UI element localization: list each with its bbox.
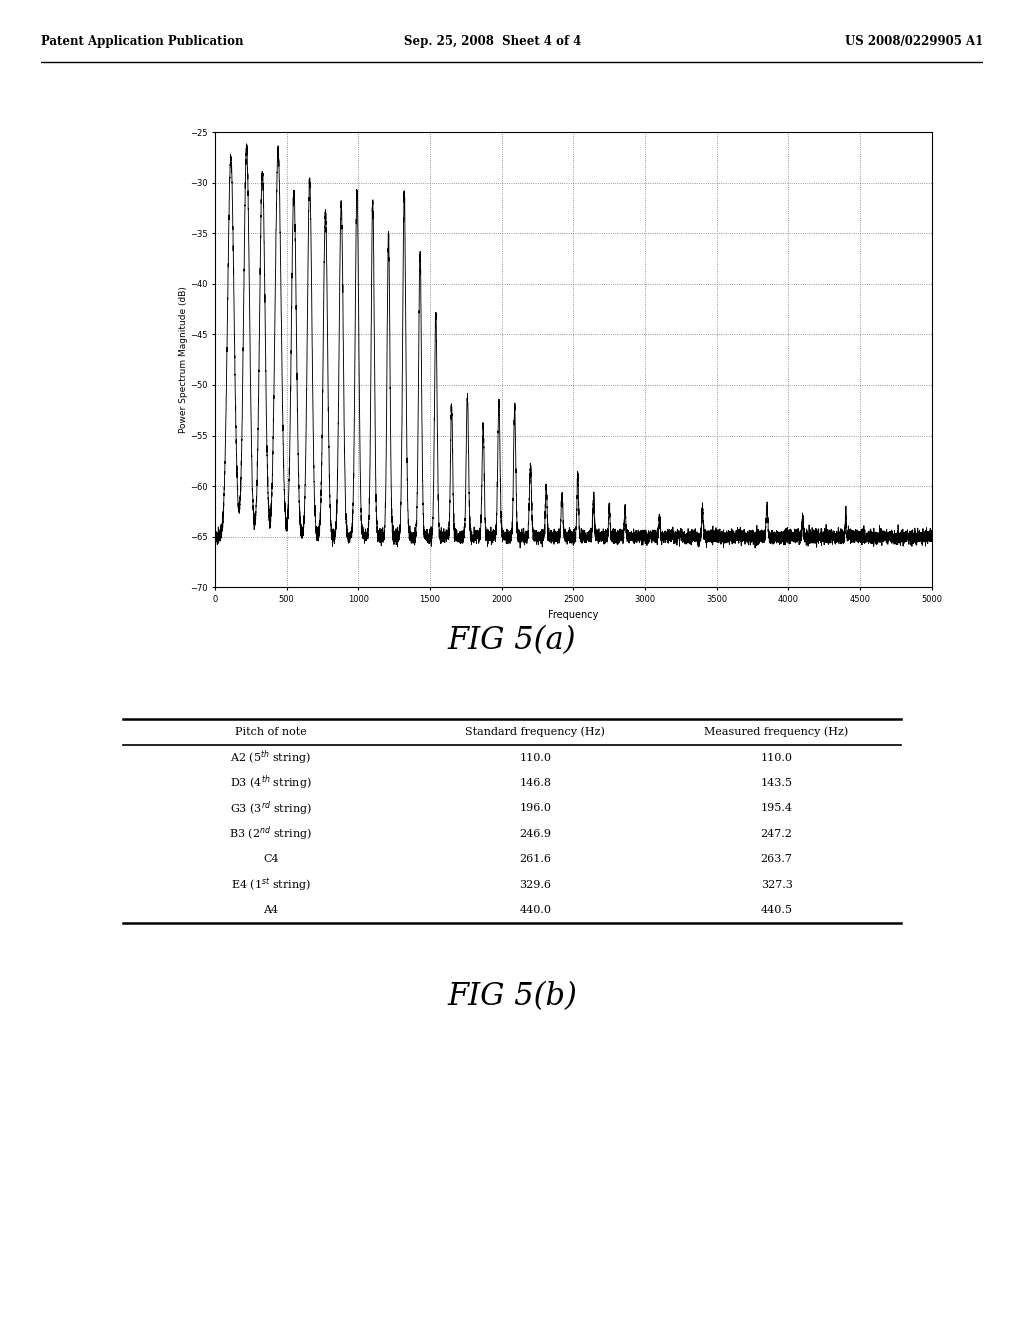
Text: 195.4: 195.4 [761,804,793,813]
Text: FIG 5(a): FIG 5(a) [447,626,577,656]
Text: 263.7: 263.7 [761,854,793,865]
Text: 261.6: 261.6 [519,854,551,865]
Text: 143.5: 143.5 [761,777,793,788]
Text: 247.2: 247.2 [761,829,793,840]
Text: C4: C4 [263,854,279,865]
Text: D3 (4$^{th}$ string): D3 (4$^{th}$ string) [229,774,311,792]
Text: E4 (1$^{st}$ string): E4 (1$^{st}$ string) [230,876,311,894]
Text: 110.0: 110.0 [519,752,551,763]
Text: G3 (3$^{rd}$ string): G3 (3$^{rd}$ string) [229,799,311,818]
Text: Standard frequency (Hz): Standard frequency (Hz) [466,727,605,738]
Text: 246.9: 246.9 [519,829,551,840]
Text: 440.0: 440.0 [519,906,551,915]
Text: US 2008/0229905 A1: US 2008/0229905 A1 [845,36,983,48]
Text: 110.0: 110.0 [761,752,793,763]
Text: 440.5: 440.5 [761,906,793,915]
Text: A2 (5$^{th}$ string): A2 (5$^{th}$ string) [230,748,311,767]
Text: A4: A4 [263,906,279,915]
Text: 327.3: 327.3 [761,880,793,890]
Text: Measured frequency (Hz): Measured frequency (Hz) [705,727,849,738]
Text: FIG 5(b): FIG 5(b) [447,982,577,1012]
Text: Pitch of note: Pitch of note [234,727,306,737]
Text: B3 (2$^{nd}$ string): B3 (2$^{nd}$ string) [229,825,312,843]
X-axis label: Frequency: Frequency [548,610,599,619]
Text: 329.6: 329.6 [519,880,551,890]
Text: Sep. 25, 2008  Sheet 4 of 4: Sep. 25, 2008 Sheet 4 of 4 [404,36,582,48]
Text: 146.8: 146.8 [519,777,551,788]
Text: 196.0: 196.0 [519,804,551,813]
Y-axis label: Power Spectrum Magnitude (dB): Power Spectrum Magnitude (dB) [179,286,188,433]
Text: Patent Application Publication: Patent Application Publication [41,36,244,48]
